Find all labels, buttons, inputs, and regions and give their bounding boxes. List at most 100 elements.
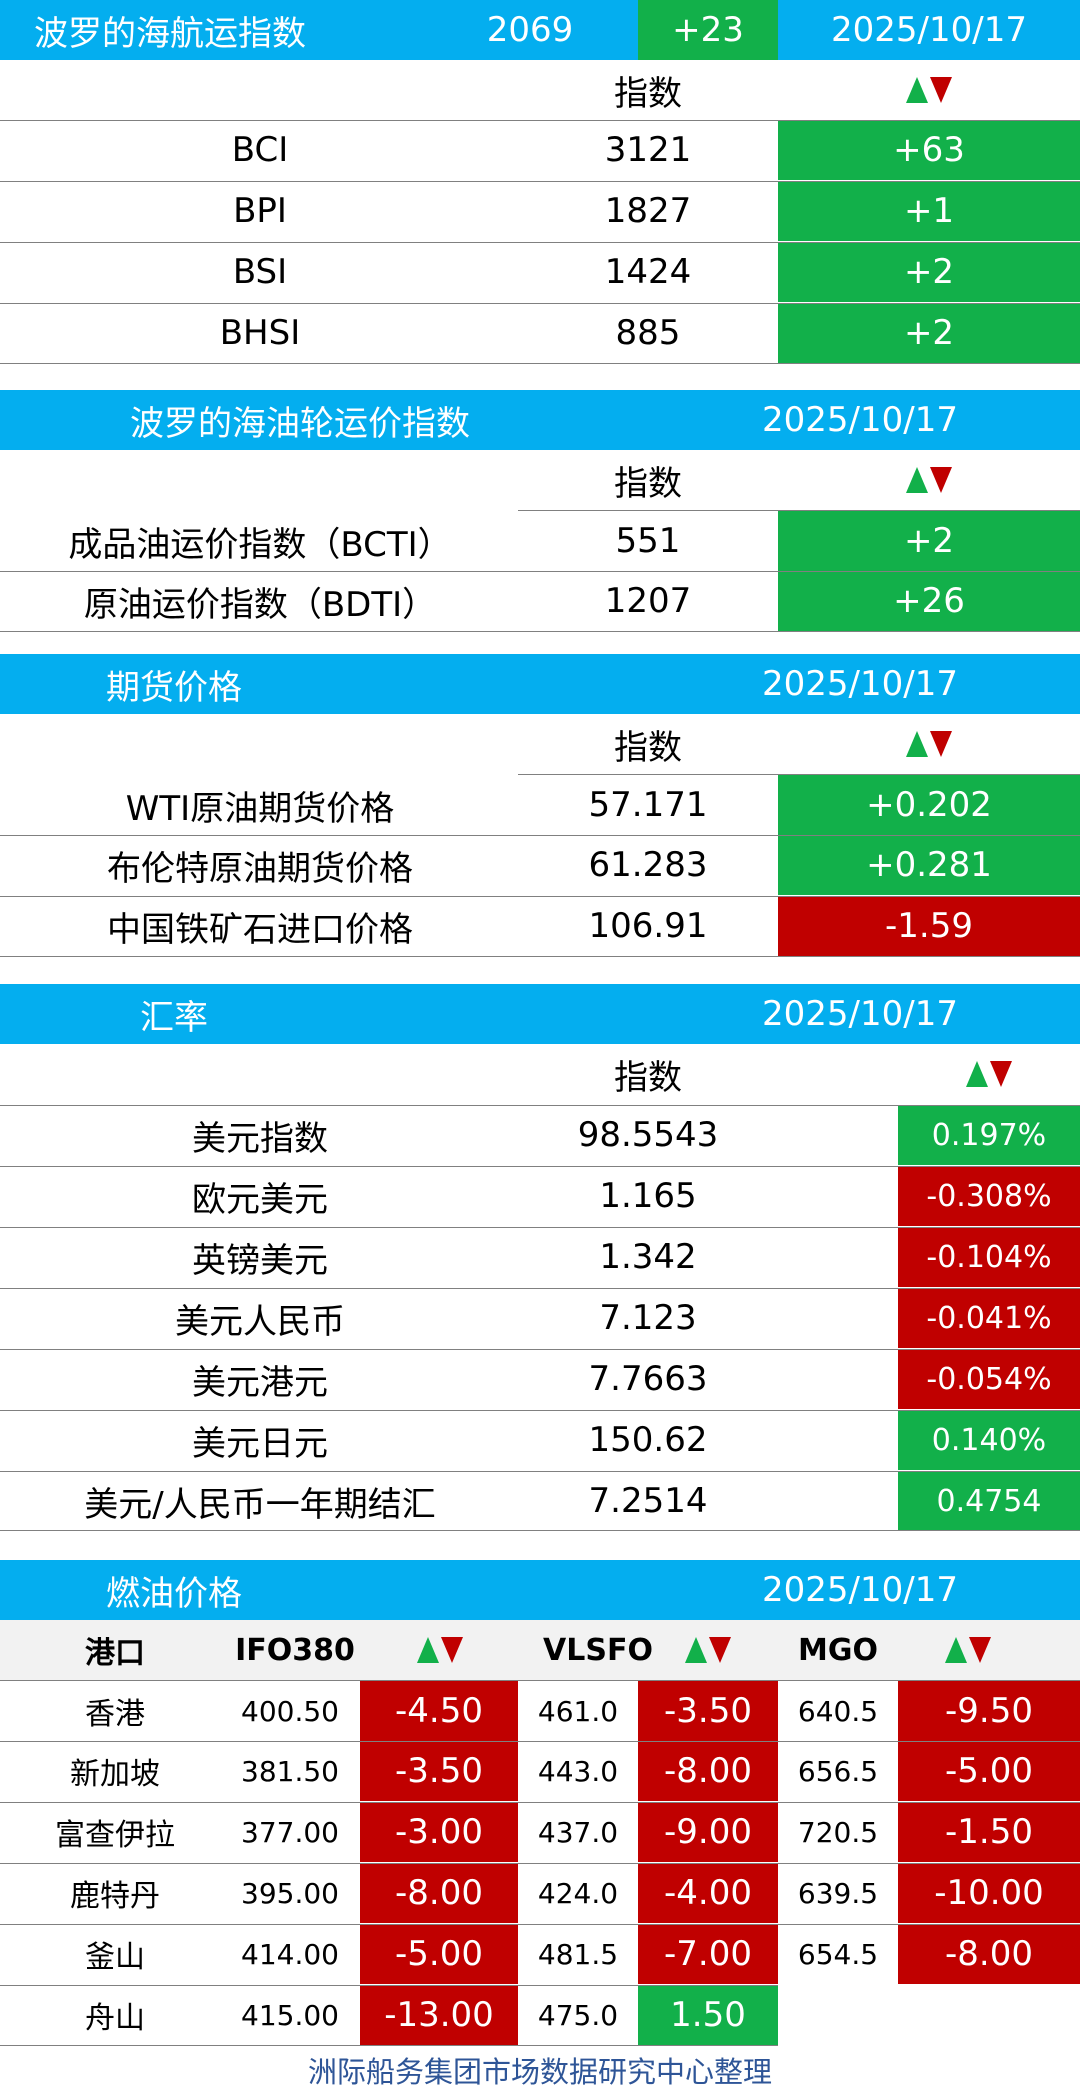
row-change: +63 bbox=[778, 120, 1080, 180]
fx-title: 汇率 bbox=[140, 997, 208, 1038]
vlsfo-price: 461.0 bbox=[537, 1694, 619, 1728]
up-down-icon bbox=[778, 60, 1080, 120]
fuel-date: 2025/10/17 bbox=[762, 1570, 958, 1610]
vlsfo-change: 1.50 bbox=[638, 1985, 778, 2045]
row-name: 美元/人民币一年期结汇 bbox=[84, 1484, 436, 1525]
mgo-change: -5.00 bbox=[898, 1741, 1080, 1801]
row-change: -0.104% bbox=[898, 1227, 1080, 1287]
row-name: 美元人民币 bbox=[175, 1301, 345, 1342]
row-value: 1424 bbox=[604, 252, 692, 292]
row-value: 7.123 bbox=[599, 1298, 697, 1338]
table-row: 美元/人民币一年期结汇 7.2514 0.4754 bbox=[0, 1471, 1080, 1531]
baltic-dry-header: 波罗的海航运指数 2069 +23 2025/10/17 bbox=[0, 0, 1080, 60]
table-row: 美元指数 98.5543 0.197% bbox=[0, 1105, 1080, 1165]
ifo380-price: 377.00 bbox=[241, 1815, 339, 1849]
row-change: +0.281 bbox=[778, 835, 1080, 895]
table-row: BCI 3121 +63 bbox=[0, 120, 1080, 180]
mgo-change: -9.50 bbox=[898, 1681, 1080, 1741]
table-row: WTI原油期货价格 57.171 +0.202 bbox=[0, 775, 1080, 835]
tanker-title: 波罗的海油轮运价指数 bbox=[130, 403, 470, 444]
table-row: 新加坡 381.50 -3.50 443.0 -8.00 656.5 -5.00 bbox=[0, 1741, 1080, 1801]
row-change: +0.202 bbox=[778, 775, 1080, 835]
up-down-icon bbox=[898, 1044, 1080, 1104]
index-label: 指数 bbox=[614, 463, 682, 504]
vlsfo-change: -3.50 bbox=[638, 1681, 778, 1741]
table-row: 欧元美元 1.165 -0.308% bbox=[0, 1166, 1080, 1226]
table-row: 美元人民币 7.123 -0.041% bbox=[0, 1288, 1080, 1348]
ifo380-change: -4.50 bbox=[360, 1681, 518, 1741]
row-value: 1.342 bbox=[599, 1237, 697, 1277]
mgo-price: 654.5 bbox=[797, 1937, 879, 1971]
table-row: 舟山 415.00 -13.00 475.0 1.50 bbox=[0, 1985, 1080, 2045]
row-value: 3121 bbox=[604, 130, 692, 170]
row-change: +26 bbox=[778, 571, 1080, 631]
vlsfo-price: 443.0 bbox=[537, 1754, 619, 1788]
row-value: 1827 bbox=[604, 191, 692, 231]
row-change: +2 bbox=[778, 242, 1080, 302]
futures-column-header: 指数 bbox=[0, 714, 1080, 774]
ifo380-change: -3.50 bbox=[360, 1741, 518, 1801]
row-change: +2 bbox=[778, 303, 1080, 363]
row-value: 7.7663 bbox=[588, 1359, 708, 1399]
tanker-header: 波罗的海油轮运价指数 2025/10/17 bbox=[0, 390, 1080, 450]
up-down-icon bbox=[778, 714, 1080, 774]
port-name: 富查伊拉 bbox=[55, 1818, 175, 1853]
up-down-icon bbox=[778, 450, 1080, 510]
baltic-dry-title: 波罗的海航运指数 bbox=[34, 13, 306, 54]
row-value: 150.62 bbox=[588, 1420, 708, 1460]
row-name: BPI bbox=[233, 191, 287, 231]
futures-date: 2025/10/17 bbox=[762, 664, 958, 704]
row-name: 中国铁矿石进口价格 bbox=[107, 909, 413, 950]
ifo380-price: 414.00 bbox=[241, 1937, 339, 1971]
vlsfo-price: 437.0 bbox=[537, 1815, 619, 1849]
row-name: 成品油运价指数（BCTI） bbox=[68, 524, 452, 565]
ifo380-header: IFO380 bbox=[235, 1632, 355, 1668]
vlsfo-change: -4.00 bbox=[638, 1863, 778, 1923]
ifo380-price: 395.00 bbox=[241, 1876, 339, 1910]
table-row: 美元日元 150.62 0.140% bbox=[0, 1410, 1080, 1470]
index-label: 指数 bbox=[614, 727, 682, 768]
port-name: 香港 bbox=[85, 1697, 145, 1732]
baltic-dry-column-header: 指数 bbox=[0, 60, 1080, 120]
row-value: 1207 bbox=[604, 581, 692, 621]
table-row: 布伦特原油期货价格 61.283 +0.281 bbox=[0, 835, 1080, 895]
fuel-column-header: 港口 IFO380 VLSFO MGO bbox=[0, 1620, 1080, 1680]
port-name: 新加坡 bbox=[70, 1757, 160, 1792]
table-row: BHSI 885 +2 bbox=[0, 303, 1080, 363]
ifo380-price: 415.00 bbox=[241, 1998, 339, 2032]
row-value: 1.165 bbox=[599, 1176, 697, 1216]
row-name: WTI原油期货价格 bbox=[125, 788, 395, 829]
row-name: 布伦特原油期货价格 bbox=[107, 848, 413, 889]
row-change: -0.054% bbox=[898, 1349, 1080, 1409]
row-name: 英镑美元 bbox=[192, 1240, 328, 1281]
table-row: 鹿特丹 395.00 -8.00 424.0 -4.00 639.5 -10.00 bbox=[0, 1863, 1080, 1923]
row-name: 原油运价指数（BDTI） bbox=[83, 584, 437, 625]
vlsfo-change: -8.00 bbox=[638, 1741, 778, 1801]
mgo-change: -1.50 bbox=[898, 1802, 1080, 1862]
row-value: 98.5543 bbox=[577, 1115, 719, 1155]
mgo-up-down-icon bbox=[898, 1620, 1038, 1680]
tanker-date: 2025/10/17 bbox=[762, 400, 958, 440]
row-value: 57.171 bbox=[588, 785, 708, 825]
port-name: 釜山 bbox=[85, 1940, 145, 1975]
fx-column-header: 指数 bbox=[0, 1044, 1080, 1104]
row-name: BHSI bbox=[219, 313, 301, 353]
table-row: 英镑美元 1.342 -0.104% bbox=[0, 1227, 1080, 1287]
row-value: 7.2514 bbox=[588, 1481, 708, 1521]
baltic-dry-change: +23 bbox=[638, 0, 778, 60]
tanker-column-header: 指数 bbox=[0, 450, 1080, 510]
row-name: 欧元美元 bbox=[192, 1179, 328, 1220]
futures-header: 期货价格 2025/10/17 bbox=[0, 654, 1080, 714]
table-row: BSI 1424 +2 bbox=[0, 242, 1080, 302]
row-change: 0.197% bbox=[898, 1105, 1080, 1165]
ifo380-change: -13.00 bbox=[360, 1985, 518, 2045]
table-row: 中国铁矿石进口价格 106.91 -1.59 bbox=[0, 896, 1080, 956]
mgo-price: 639.5 bbox=[797, 1876, 879, 1910]
table-row: 成品油运价指数（BCTI） 551 +2 bbox=[0, 511, 1080, 571]
table-row: 富查伊拉 377.00 -3.00 437.0 -9.00 720.5 -1.50 bbox=[0, 1802, 1080, 1862]
vlsfo-up-down-icon bbox=[638, 1620, 778, 1680]
table-row: 香港 400.50 -4.50 461.0 -3.50 640.5 -9.50 bbox=[0, 1681, 1080, 1741]
row-name: 美元港元 bbox=[192, 1362, 328, 1403]
baltic-dry-date: 2025/10/17 bbox=[831, 10, 1027, 50]
row-name: BSI bbox=[232, 252, 288, 292]
